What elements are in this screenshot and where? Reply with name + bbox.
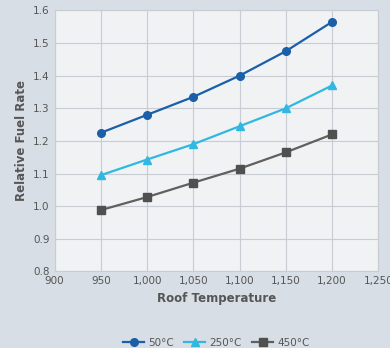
250°C <box>237 124 242 128</box>
250°C <box>99 173 103 177</box>
250°C <box>145 157 149 161</box>
450°C <box>237 167 242 171</box>
450°C <box>284 150 288 155</box>
450°C <box>191 181 196 185</box>
Line: 50°C: 50°C <box>97 18 336 137</box>
50°C <box>284 49 288 53</box>
Line: 450°C: 450°C <box>97 130 336 214</box>
Legend: 50°C, 250°C, 450°C: 50°C, 250°C, 450°C <box>119 334 314 348</box>
50°C <box>99 131 103 135</box>
Line: 250°C: 250°C <box>97 82 336 179</box>
X-axis label: Roof Temperature: Roof Temperature <box>157 292 276 305</box>
Y-axis label: Relative Fuel Rate: Relative Fuel Rate <box>14 80 28 201</box>
450°C <box>145 195 149 199</box>
50°C <box>330 20 334 24</box>
250°C <box>284 106 288 110</box>
250°C <box>330 84 334 88</box>
450°C <box>330 132 334 136</box>
250°C <box>191 142 196 146</box>
450°C <box>99 208 103 212</box>
50°C <box>237 74 242 78</box>
50°C <box>191 95 196 99</box>
50°C <box>145 113 149 117</box>
